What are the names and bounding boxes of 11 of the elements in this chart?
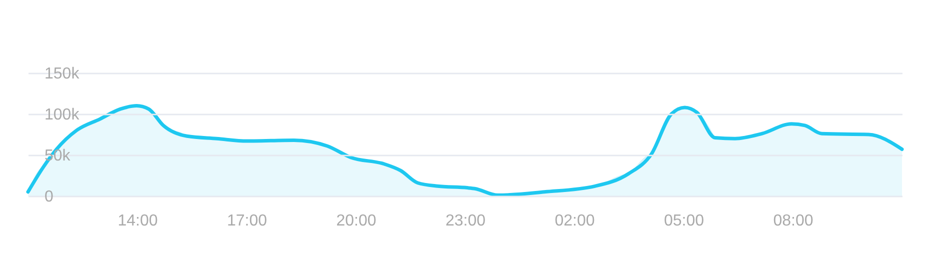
x-tick-label: 05:00 [664,212,704,230]
x-tick-label: 17:00 [226,212,268,230]
x-tick-label: 02:00 [554,212,595,230]
y-tick-label: 100k [44,106,80,124]
y-tick-label: 0 [44,188,54,206]
x-tick-label: 14:00 [118,212,158,230]
y-tick-label: 150k [44,66,80,82]
x-tick-label: 20:00 [336,212,376,230]
x-tick-label: 23:00 [445,212,486,230]
x-tick-label: 08:00 [773,212,814,230]
y-tick-label: 50k [44,148,72,164]
